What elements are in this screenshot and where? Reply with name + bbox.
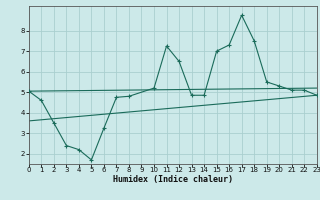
X-axis label: Humidex (Indice chaleur): Humidex (Indice chaleur)	[113, 175, 233, 184]
